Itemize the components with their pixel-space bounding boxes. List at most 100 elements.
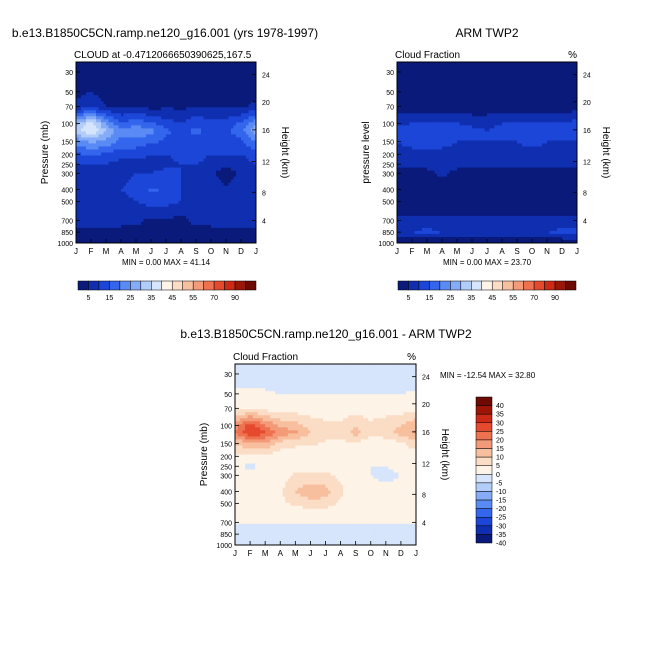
- heatmap-cell: [86, 210, 89, 213]
- heatmap-cell: [199, 110, 202, 113]
- heatmap-cell: [171, 119, 174, 122]
- heatmap-cell: [196, 137, 199, 140]
- heatmap-cell: [84, 137, 87, 140]
- colorbar-swatch: [120, 281, 130, 290]
- heatmap-cell: [151, 183, 154, 186]
- heatmap-cell: [209, 125, 212, 128]
- heatmap-cell: [251, 110, 254, 113]
- heatmap-cell: [81, 131, 84, 134]
- heatmap-cell: [159, 128, 162, 131]
- heatmap-cell: [144, 131, 147, 134]
- heatmap-cell: [251, 207, 254, 210]
- heatmap-cell: [241, 183, 244, 186]
- heatmap-cell: [241, 180, 244, 183]
- heatmap-cell: [244, 225, 247, 228]
- heatmap-cell: [86, 165, 89, 168]
- heatmap-cell: [121, 192, 124, 195]
- heatmap-cell: [139, 86, 142, 89]
- heatmap-cell: [136, 156, 139, 159]
- heatmap-cell: [204, 134, 207, 137]
- heatmap-cell: [86, 195, 89, 198]
- heatmap-cell: [89, 110, 92, 113]
- heatmap-cell: [490, 62, 493, 65]
- heatmap-cell: [79, 77, 82, 80]
- heatmap-cell: [224, 143, 227, 146]
- heatmap-cell: [91, 234, 94, 237]
- heatmap-cell: [487, 80, 490, 83]
- heatmap-cell: [89, 198, 92, 201]
- heatmap-cell: [121, 149, 124, 152]
- heatmap-cell: [221, 210, 224, 213]
- heatmap-cell: [179, 134, 182, 137]
- heatmap-cell: [246, 113, 249, 116]
- heatmap-cell: [99, 198, 102, 201]
- heatmap-cell: [144, 204, 147, 207]
- colorbar-label: 25: [126, 295, 134, 302]
- heatmap-cell: [537, 62, 540, 65]
- heatmap-cell: [149, 140, 152, 143]
- heatmap-cell: [164, 210, 167, 213]
- heatmap-cell: [166, 92, 169, 95]
- heatmap-cell: [174, 80, 177, 83]
- heatmap-cell: [189, 101, 192, 104]
- heatmap-cell: [206, 186, 209, 189]
- heatmap-cell: [435, 80, 438, 83]
- heatmap-cell: [141, 171, 144, 174]
- heatmap-cell: [99, 89, 102, 92]
- heatmap-cell: [221, 65, 224, 68]
- heatmap-cell: [91, 222, 94, 225]
- heatmap-cell: [116, 153, 119, 156]
- heatmap-cell: [179, 213, 182, 216]
- heatmap-cell: [139, 201, 142, 204]
- heatmap-cell: [502, 62, 505, 65]
- heatmap-cell: [174, 192, 177, 195]
- heatmap-cell: [231, 189, 234, 192]
- heatmap-cell: [86, 116, 89, 119]
- heatmap-cell: [109, 222, 112, 225]
- heatmap-cell: [246, 95, 249, 98]
- heatmap-cell: [226, 125, 229, 128]
- heatmap-cell: [114, 162, 117, 165]
- heatmap-cell: [111, 180, 114, 183]
- heatmap-cell: [226, 171, 229, 174]
- heatmap-cell: [141, 210, 144, 213]
- heatmap-cell: [405, 74, 408, 77]
- heatmap-cell: [156, 137, 159, 140]
- heatmap-cell: [234, 146, 237, 149]
- heatmap-cell: [86, 89, 89, 92]
- heatmap-cell: [136, 192, 139, 195]
- heatmap-cell: [179, 198, 182, 201]
- heatmap-cell: [229, 65, 232, 68]
- heatmap-cell: [196, 198, 199, 201]
- heatmap-cell: [236, 207, 239, 210]
- heatmap-cell: [101, 116, 104, 119]
- heatmap-cell: [119, 186, 122, 189]
- heatmap-cell: [209, 177, 212, 180]
- heatmap-cell: [201, 225, 204, 228]
- heatmap-cell: [199, 146, 202, 149]
- heatmap-cell: [196, 231, 199, 234]
- heatmap-cell: [156, 162, 159, 165]
- heatmap-cell: [146, 71, 149, 74]
- heatmap-cell: [136, 153, 139, 156]
- heatmap-cell: [194, 92, 197, 95]
- heatmap-cell: [171, 62, 174, 65]
- heatmap-cell: [194, 80, 197, 83]
- heatmap-cell: [146, 131, 149, 134]
- heatmap-cell: [114, 156, 117, 159]
- heatmap-cell: [154, 116, 157, 119]
- heatmap-cell: [241, 216, 244, 219]
- heatmap-cell: [134, 225, 137, 228]
- heatmap-cell: [84, 234, 87, 237]
- heatmap-cell: [440, 83, 443, 86]
- heatmap-cell: [226, 65, 229, 68]
- heatmap-cell: [96, 228, 99, 231]
- heatmap-cell: [189, 68, 192, 71]
- heatmap-cell: [84, 207, 87, 210]
- heatmap-cell: [99, 216, 102, 219]
- heatmap-cell: [246, 168, 249, 171]
- heatmap-cell: [139, 116, 142, 119]
- heatmap-cell: [186, 110, 189, 113]
- heatmap-cell: [101, 180, 104, 183]
- x-tick-label: F: [89, 247, 94, 256]
